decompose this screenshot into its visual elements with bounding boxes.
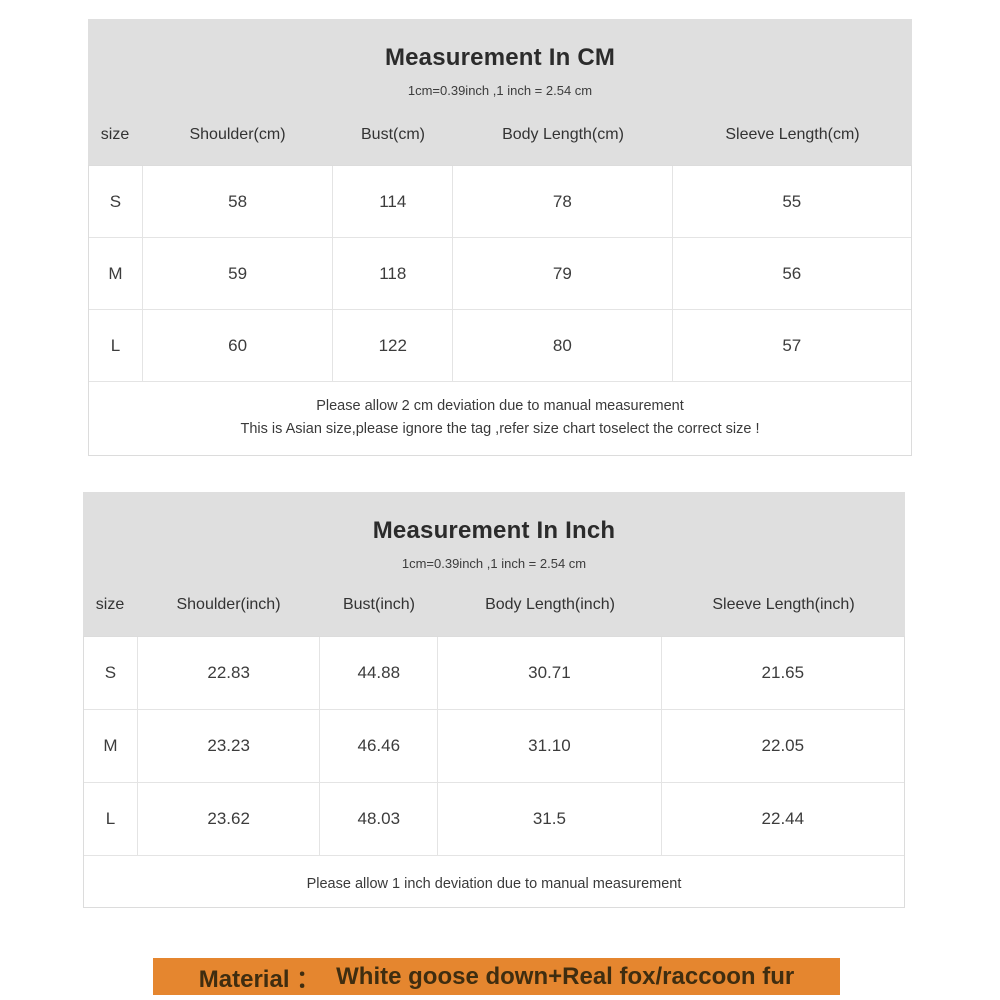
cell-bust: 114 <box>333 166 454 237</box>
table-row-inch-m: M 23.23 46.46 31.10 22.05 <box>84 709 904 782</box>
table-row-inch-l: L 23.62 48.03 31.5 22.44 <box>84 782 904 855</box>
inch-table-card: Measurement In Inch 1cm=0.39inch ,1 inch… <box>83 492 905 908</box>
cm-table-card: Measurement In CM 1cm=0.39inch ,1 inch =… <box>88 19 912 456</box>
cell-size: S <box>84 637 138 709</box>
inch-table-column-headers: size Shoulder(inch) Bust(inch) Body Leng… <box>83 574 905 636</box>
cell-bust: 118 <box>333 238 454 309</box>
cell-bust: 44.88 <box>320 637 439 709</box>
inch-table-notes: Please allow 1 inch deviation due to man… <box>84 855 904 907</box>
cell-size: L <box>84 783 138 855</box>
table-row-cm-m: M 59 118 79 56 <box>89 237 911 309</box>
note-line: Please allow 2 cm deviation due to manua… <box>316 398 684 414</box>
note-line: Please allow 1 inch deviation due to man… <box>306 876 682 892</box>
cm-col-header-bust: Bust(cm) <box>361 126 425 143</box>
cell-shoulder: 59 <box>143 238 334 309</box>
cell-shoulder: 60 <box>143 310 334 381</box>
cm-table-title: Measurement In CM <box>384 44 616 71</box>
cell-bust: 122 <box>333 310 454 381</box>
cell-bust: 46.46 <box>320 710 439 782</box>
cell-sleeve-length: 55 <box>782 191 802 211</box>
cm-table-subtitle: 1cm=0.39inch ,1 inch = 2.54 cm <box>407 83 593 98</box>
cm-col-header-shoulder: Shoulder(cm) <box>189 126 286 143</box>
cell-size: M <box>89 238 143 309</box>
inch-col-header-shoulder: Shoulder(inch) <box>176 596 281 613</box>
cell-body-length: 30.71 <box>438 637 662 709</box>
inch-col-header-sleeve-length: Sleeve Length(inch) <box>712 596 855 613</box>
cell-body-length: 79 <box>453 238 673 309</box>
cell-sleeve-length: 22.44 <box>761 809 805 828</box>
cm-col-header-body-length: Body Length(cm) <box>502 126 624 143</box>
inch-table-body: S 22.83 44.88 30.71 21.65 M 23.23 46.46 … <box>83 636 905 908</box>
cell-size: L <box>89 310 143 381</box>
cell-shoulder: 23.23 <box>138 710 321 782</box>
cm-table-head: Measurement In CM 1cm=0.39inch ,1 inch =… <box>88 19 912 165</box>
inch-table-title: Measurement In Inch <box>372 517 616 544</box>
cell-sleeve-length: 56 <box>782 263 802 283</box>
cell-size: S <box>89 166 143 237</box>
cell-body-length: 78 <box>453 166 673 237</box>
cell-shoulder: 23.62 <box>138 783 321 855</box>
table-row-inch-s: S 22.83 44.88 30.71 21.65 <box>84 637 904 709</box>
material-bar: Material ： White goose down+Real fox/rac… <box>153 958 840 995</box>
cell-body-length: 80 <box>453 310 673 381</box>
inch-col-header-bust: Bust(inch) <box>342 596 416 613</box>
table-row-cm-s: S 58 114 78 55 <box>89 166 911 237</box>
cm-table-column-headers: size Shoulder(cm) Bust(cm) Body Length(c… <box>88 105 912 165</box>
cell-body-length: 31.5 <box>438 783 662 855</box>
inch-table-subtitle: 1cm=0.39inch ,1 inch = 2.54 cm <box>401 556 587 571</box>
cell-sleeve-length: 57 <box>782 335 802 355</box>
cell-bust: 48.03 <box>320 783 439 855</box>
cm-table-notes: Please allow 2 cm deviation due to manua… <box>89 381 911 455</box>
inch-col-header-size: size <box>95 596 125 613</box>
cell-shoulder: 22.83 <box>138 637 321 709</box>
cell-sleeve-length: 21.65 <box>761 663 805 682</box>
table-row-cm-l: L 60 122 80 57 <box>89 309 911 381</box>
cell-shoulder: 58 <box>143 166 334 237</box>
cm-col-header-sleeve-length: Sleeve Length(cm) <box>725 126 860 143</box>
inch-table-head: Measurement In Inch 1cm=0.39inch ,1 inch… <box>83 492 905 636</box>
material-value: White goose down+Real fox/raccoon fur <box>336 962 795 990</box>
material-label: Material ： <box>198 966 321 993</box>
inch-col-header-body-length: Body Length(inch) <box>485 596 615 613</box>
cm-col-header-size: size <box>100 126 130 143</box>
cm-table-body: S 58 114 78 55 M 59 118 79 56 L 60 122 8… <box>88 165 912 456</box>
note-line: This is Asian size,please ignore the tag… <box>240 421 760 437</box>
cell-sleeve-length: 22.05 <box>761 736 805 755</box>
cell-body-length: 31.10 <box>438 710 662 782</box>
cell-size: M <box>84 710 138 782</box>
